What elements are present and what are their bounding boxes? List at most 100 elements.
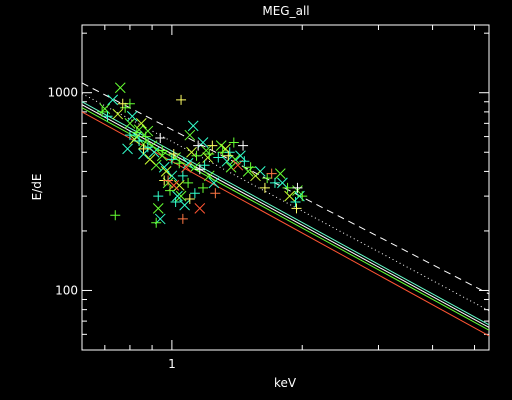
data-point-x — [135, 117, 147, 129]
data-point-plus — [238, 140, 249, 151]
x-axis-label: keV — [274, 376, 297, 390]
model-line-dashed — [81, 82, 490, 295]
data-point-plus — [245, 162, 256, 173]
data-point-x — [152, 203, 164, 214]
data-point-x — [112, 108, 124, 120]
data-point-x — [225, 161, 237, 173]
y-axis-label: E/dE — [30, 174, 44, 201]
data-point-x — [156, 150, 168, 162]
data-point-plus — [207, 140, 218, 151]
data-point-plus — [259, 182, 270, 193]
data-point-x — [221, 155, 233, 167]
y-tick-label: 100 — [55, 283, 78, 297]
model-line-solid — [81, 101, 490, 326]
data-point-plus — [198, 182, 209, 193]
data-point-plus — [290, 197, 301, 208]
data-point-x — [181, 161, 192, 173]
minor-ticks — [82, 25, 489, 351]
data-point-plus — [193, 140, 204, 151]
data-point-plus — [117, 98, 128, 109]
data-point-plus — [189, 188, 200, 199]
data-point-plus — [210, 188, 221, 199]
data-point-x — [189, 161, 201, 173]
data-point-x — [142, 125, 154, 137]
data-point-plus — [194, 164, 205, 175]
data-point-plus — [177, 170, 188, 181]
major-ticks — [82, 25, 489, 350]
data-point-x — [235, 150, 246, 162]
data-point-x — [208, 177, 220, 189]
chart-title: MEG_all — [262, 4, 309, 18]
data-point-plus — [174, 158, 185, 169]
data-point-plus — [291, 203, 302, 214]
data-point-x — [284, 190, 295, 202]
data-point-plus — [110, 210, 121, 221]
data-point-plus — [166, 154, 177, 165]
data-point-plus — [199, 160, 210, 171]
data-point-x — [194, 203, 206, 214]
data-point-x — [179, 199, 190, 211]
data-point-x — [144, 154, 156, 165]
x-tick-label: 1 — [168, 357, 176, 371]
tick-labels: 1 100 1000 — [47, 86, 175, 371]
data-point-plus — [97, 106, 108, 117]
data-point-x — [114, 82, 126, 94]
data-point-plus — [170, 197, 181, 208]
data-point-x — [133, 124, 145, 136]
data-point-x — [187, 120, 199, 132]
data-point-plus — [163, 175, 174, 186]
plot-frame — [81, 24, 490, 351]
data-point-plus — [138, 143, 149, 154]
data-point-plus — [177, 213, 188, 224]
data-point-x — [158, 161, 170, 173]
data-point-plus — [262, 173, 273, 184]
data-point-plus — [191, 150, 202, 161]
data-point-plus — [102, 111, 113, 122]
data-point-plus — [134, 135, 145, 146]
data-point-plus — [124, 130, 135, 141]
data-point-plus — [155, 133, 166, 144]
data-point-plus — [228, 137, 239, 148]
data-point-plus — [269, 177, 280, 188]
model-lines — [81, 82, 490, 337]
data-point-x — [277, 177, 288, 189]
data-point-plus — [176, 94, 187, 105]
data-point-plus — [142, 142, 153, 153]
model-line-solid — [81, 104, 490, 328]
data-point-plus — [213, 152, 224, 163]
data-point-plus — [223, 150, 234, 161]
data-point-x — [250, 170, 261, 182]
data-points — [97, 82, 308, 228]
data-point-x — [182, 157, 194, 169]
data-point-plus — [239, 156, 250, 167]
data-point-x — [274, 168, 286, 179]
data-point-x — [122, 143, 133, 155]
data-point-plus — [157, 145, 168, 156]
data-point-x — [160, 166, 172, 177]
data-point-plus — [204, 148, 215, 159]
data-point-x — [172, 190, 183, 202]
data-point-x — [175, 190, 187, 202]
data-point-x — [173, 180, 185, 191]
data-point-plus — [165, 185, 175, 196]
data-point-plus — [168, 148, 179, 159]
data-point-x — [148, 146, 160, 158]
data-point-x — [203, 170, 215, 182]
model-line-solid — [81, 111, 490, 337]
y-tick-label: 1000 — [47, 86, 78, 100]
data-point-plus — [266, 168, 277, 179]
data-point-plus — [297, 191, 308, 202]
data-point-x — [138, 148, 149, 160]
data-point-plus — [183, 177, 194, 188]
data-point-plus — [131, 127, 142, 138]
data-point-x — [215, 140, 227, 151]
data-point-x — [129, 134, 140, 145]
data-point-x — [184, 129, 196, 141]
data-point-plus — [151, 217, 162, 228]
model-line-solid — [81, 107, 490, 331]
data-point-x — [146, 140, 158, 151]
data-point-plus — [184, 194, 195, 205]
data-point-x — [107, 94, 119, 106]
data-point-plus — [282, 182, 293, 193]
